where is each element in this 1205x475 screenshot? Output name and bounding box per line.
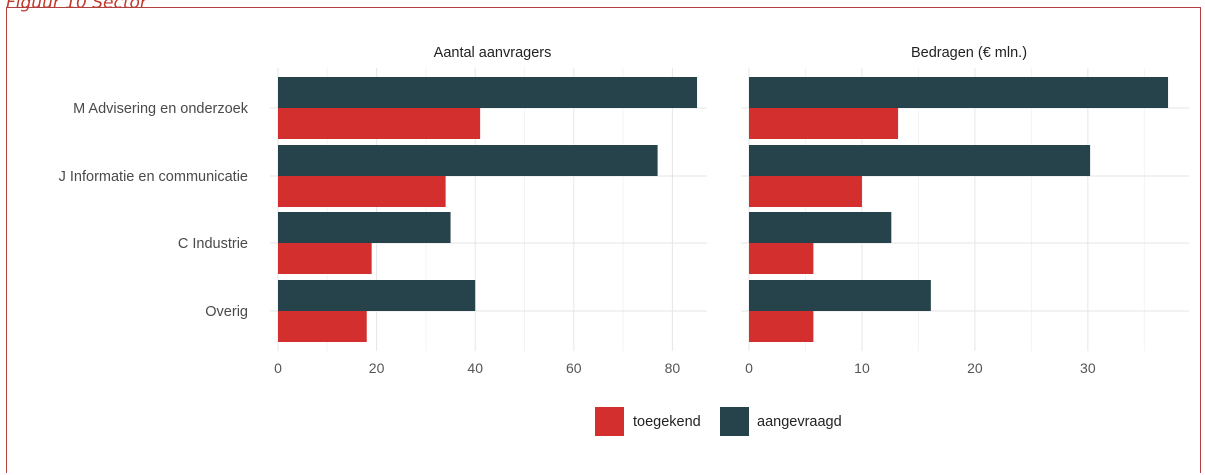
panel-1-tick-label-40: 40 [467, 360, 483, 376]
panel-1-tick-label-80: 80 [665, 360, 681, 376]
panel-1-tick-label-20: 20 [369, 360, 385, 376]
panel-2-bar-aangevraagd-overig [749, 280, 931, 311]
panel-1-bar-aangevraagd-overig [278, 280, 476, 311]
category-label-m-advisering-en-onderzoek: M Advisering en onderzoek [73, 101, 249, 117]
panel-1-bar-toegekend-m-advisering-en-onderzoek [278, 108, 481, 139]
panel-2-bar-aangevraagd-c-industrie [749, 212, 892, 243]
panel-2-bar-toegekend-m-advisering-en-onderzoek [749, 108, 899, 139]
category-label-c-industrie: C Industrie [178, 236, 248, 252]
figure-caption: Figuur 10 Sector [6, 0, 147, 13]
panel-2-bar-toegekend-overig [749, 311, 814, 342]
legend-swatch-toegekend [595, 407, 624, 436]
panel-2-tick-label-10: 10 [854, 360, 870, 376]
panel-2-bar-toegekend-j-informatie-en-communicatie [749, 176, 862, 207]
panel-1-bar-toegekend-j-informatie-en-communicatie [278, 176, 446, 207]
panel-1-bar-aangevraagd-m-advisering-en-onderzoek [278, 77, 698, 108]
category-label-overig: Overig [205, 304, 248, 320]
legend-label-aangevraagd: aangevraagd [757, 414, 842, 430]
panel-1-title: Aantal aanvragers [434, 45, 552, 61]
legend-label-toegekend: toegekend [633, 414, 701, 430]
panel-2-bar-toegekend-c-industrie [749, 243, 814, 274]
panel-1-tick-label-0: 0 [274, 360, 282, 376]
panel-2-tick-label-20: 20 [967, 360, 983, 376]
panel-1-bar-aangevraagd-c-industrie [278, 212, 451, 243]
panel-2-tick-label-30: 30 [1080, 360, 1096, 376]
panel-1-tick-label-60: 60 [566, 360, 582, 376]
figure-frame [6, 7, 1201, 473]
panel-1-bar-toegekend-overig [278, 311, 367, 342]
panel-2-tick-label-0: 0 [745, 360, 753, 376]
panel-2-title: Bedragen (€ mln.) [911, 45, 1027, 61]
panel-2-bar-aangevraagd-j-informatie-en-communicatie [749, 145, 1091, 176]
panel-1-bar-toegekend-c-industrie [278, 243, 372, 274]
panel-1-bar-aangevraagd-j-informatie-en-communicatie [278, 145, 658, 176]
legend-swatch-aangevraagd [720, 407, 749, 436]
category-label-j-informatie-en-communicatie: J Informatie en communicatie [59, 169, 248, 185]
panel-2-bar-aangevraagd-m-advisering-en-onderzoek [749, 77, 1169, 108]
